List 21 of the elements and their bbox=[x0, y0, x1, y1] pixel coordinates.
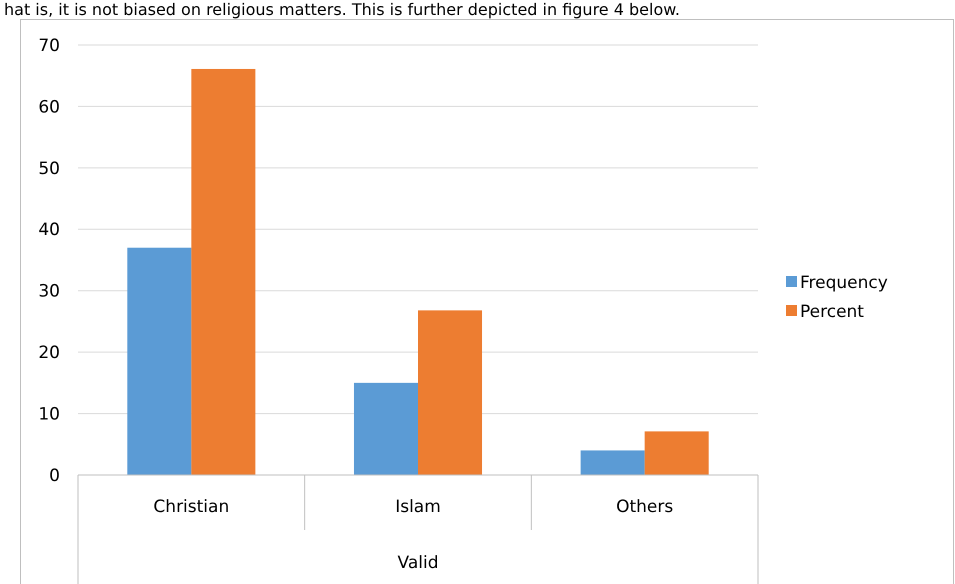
legend-label: Percent bbox=[800, 302, 864, 322]
bar bbox=[580, 450, 645, 475]
y-tick-label: 10 bbox=[38, 404, 60, 425]
text: hat is, it is not biased on religious matters. This is further depicted in figure 4 below. bbox=[4, 0, 680, 19]
y-tick-label: 30 bbox=[38, 282, 60, 302]
bar bbox=[644, 431, 709, 475]
y-tick-label: 40 bbox=[38, 220, 60, 240]
x-axis-title: Valid bbox=[398, 553, 438, 573]
y-tick-label: 0 bbox=[49, 466, 60, 486]
bar bbox=[418, 310, 482, 475]
y-tick-label: 70 bbox=[38, 36, 60, 56]
x-tick-label: Islam bbox=[395, 497, 441, 517]
x-tick-label: Others bbox=[616, 497, 674, 517]
legend-label: Frequency bbox=[800, 272, 888, 293]
bar bbox=[191, 68, 256, 475]
y-tick-label: 60 bbox=[38, 97, 60, 118]
bar bbox=[127, 248, 192, 475]
y-tick-label: 20 bbox=[38, 343, 60, 364]
y-tick-label: 50 bbox=[38, 158, 60, 179]
bar bbox=[354, 382, 418, 475]
x-tick-label: Christian bbox=[153, 497, 230, 517]
